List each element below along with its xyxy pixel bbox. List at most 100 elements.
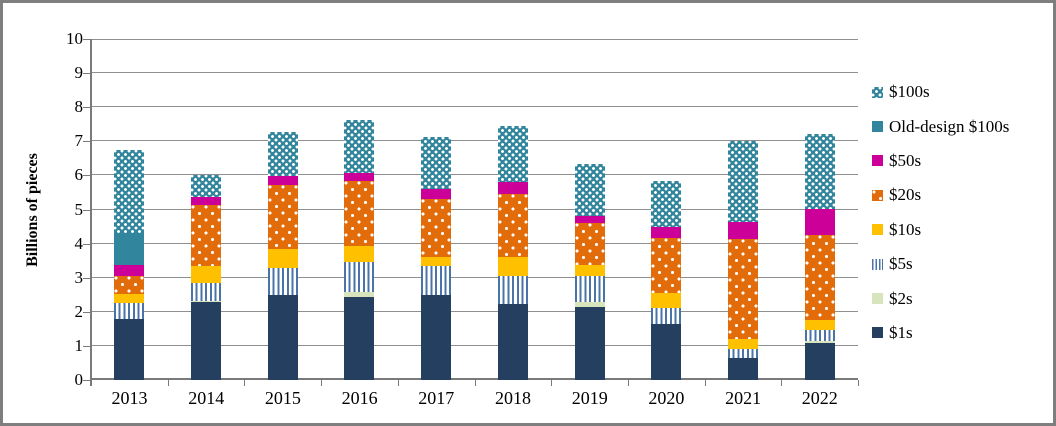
bar-segment <box>727 239 758 340</box>
y-tick-label: 1 <box>74 335 84 355</box>
legend: $100s Old-design $100s $50s $20s $10s $5s $2s $… <box>872 75 1009 350</box>
y-tick-label: 9 <box>74 63 84 83</box>
bar-segment <box>114 294 145 304</box>
bar-segment <box>114 149 145 234</box>
x-axis-tick <box>91 380 92 386</box>
bar-segment <box>191 283 222 301</box>
gridline <box>91 72 858 74</box>
x-axis-tick <box>474 380 476 386</box>
bar-segment <box>497 193 528 257</box>
bar-segment <box>727 222 758 240</box>
y-tick-label: 6 <box>74 165 84 185</box>
y-axis-tick <box>83 73 90 75</box>
bar-segment <box>421 256 452 267</box>
bar-segment <box>574 163 605 217</box>
stacked-bar <box>804 133 835 380</box>
bar-segment <box>191 196 222 206</box>
legend-label: Old-design $100s <box>889 116 1010 136</box>
plot-area <box>91 39 858 380</box>
gridline <box>91 276 858 278</box>
x-axis-tick <box>704 380 706 386</box>
bar-segment <box>497 303 528 380</box>
x-tick-label: 2014 <box>188 388 225 408</box>
legend-item: $5s <box>872 247 1009 281</box>
stacked-bar <box>344 120 375 380</box>
bar-segment <box>114 233 145 266</box>
bar-segment <box>574 223 605 265</box>
legend-item: $2s <box>872 281 1009 315</box>
y-tick-label: 3 <box>74 267 84 287</box>
x-axis-tick <box>167 380 169 386</box>
bar-segment <box>114 265 145 276</box>
bar-segment <box>267 185 298 249</box>
x-axis-tick <box>321 380 323 386</box>
bar-segment <box>574 307 605 380</box>
x-axis-tick <box>397 380 399 386</box>
x-tick-label: 2022 <box>801 388 838 408</box>
bar-segment <box>114 318 145 380</box>
legend-swatch <box>872 327 883 339</box>
legend-item: Old-design $100s <box>872 109 1009 143</box>
gridline <box>91 208 858 210</box>
bar-segment <box>574 302 605 308</box>
legend-swatch <box>872 189 883 201</box>
bar-segment <box>727 357 758 380</box>
legend-swatch <box>872 293 883 305</box>
y-axis-tick <box>83 209 90 211</box>
legend-swatch <box>872 155 883 167</box>
bar-segment <box>421 189 452 199</box>
bar-segment <box>344 292 375 298</box>
bar-segment <box>344 245 375 263</box>
y-tick-label: 5 <box>74 199 84 219</box>
y-axis-tick <box>83 141 90 143</box>
y-tick-label: 7 <box>74 131 84 151</box>
bar-segment <box>804 208 835 235</box>
bar-segment <box>804 341 835 344</box>
x-axis-tick <box>781 380 783 386</box>
legend-item: $20s <box>872 178 1009 212</box>
x-tick-label: 2017 <box>418 388 455 408</box>
legend-swatch <box>872 258 883 270</box>
x-axis-tick <box>244 380 246 386</box>
bar-segment <box>344 181 375 246</box>
x-tick-label: 2021 <box>725 388 762 408</box>
bar-segment <box>114 275 145 295</box>
gridline <box>91 344 858 346</box>
bar-segment <box>267 176 298 186</box>
x-axis-tick <box>627 380 629 386</box>
bar-segment <box>574 216 605 224</box>
y-tick-label: 10 <box>66 29 83 48</box>
gridline <box>91 174 858 176</box>
legend-item: $50s <box>872 144 1009 178</box>
gridline <box>91 106 858 108</box>
bar-segment <box>344 297 375 380</box>
gridline <box>91 39 858 40</box>
legend-label: $20s <box>889 185 922 205</box>
gridline <box>91 140 858 142</box>
bar-segment <box>497 256 528 277</box>
bar-segment <box>804 234 835 321</box>
y-tick-label: 2 <box>74 301 84 321</box>
bar-segment <box>191 205 222 267</box>
bar-segment <box>267 268 298 296</box>
legend-label: $5s <box>889 254 913 274</box>
y-tick-label: 0 <box>74 370 84 389</box>
bar-segment <box>804 320 835 330</box>
legend-item: $10s <box>872 213 1009 247</box>
legend-swatch <box>872 224 883 236</box>
stacked-bar <box>191 175 222 380</box>
x-tick-label: 2013 <box>111 388 148 408</box>
legend-item: $100s <box>872 75 1009 109</box>
x-axis-tick <box>858 380 859 386</box>
bar-segment <box>651 324 682 380</box>
bar-segment <box>267 248 298 269</box>
stacked-bar <box>497 126 528 380</box>
bar-segment <box>267 295 298 380</box>
stacked-bar <box>727 141 758 380</box>
bar-segment <box>727 348 758 358</box>
stacked-bar <box>114 149 145 380</box>
legend-label: $2s <box>889 288 913 308</box>
bar-segment <box>421 266 452 295</box>
bar-segment <box>497 276 528 304</box>
bar-segment <box>191 266 222 284</box>
